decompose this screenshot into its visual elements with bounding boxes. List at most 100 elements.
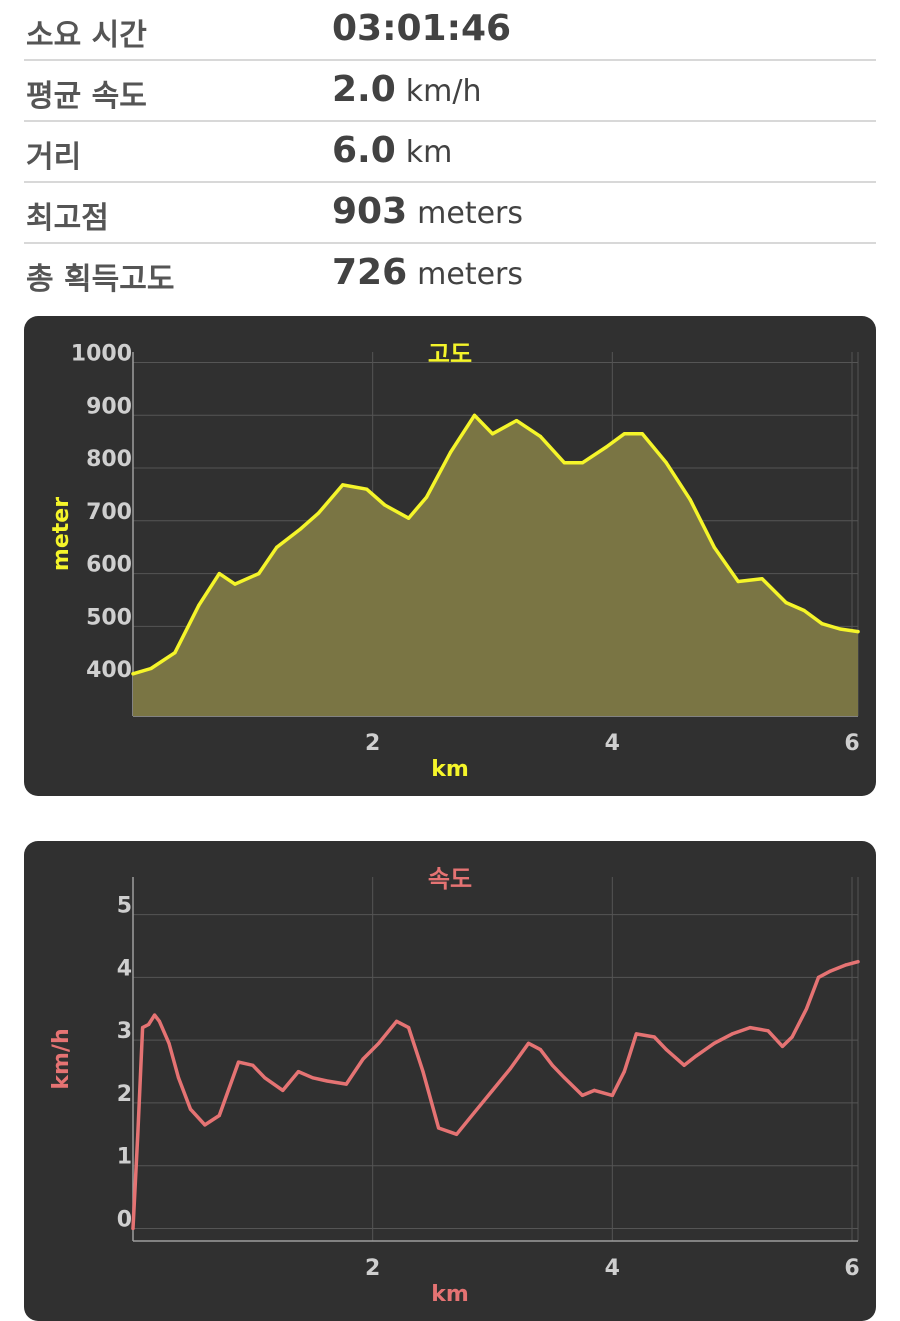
data-point xyxy=(341,483,345,487)
data-point xyxy=(562,461,567,465)
stat-label: 거리 xyxy=(26,140,82,175)
stat-value: 903 xyxy=(332,191,408,232)
data-point xyxy=(188,1107,193,1111)
data-point xyxy=(562,1076,567,1080)
data-point xyxy=(449,450,453,454)
y-tick-label: 5 xyxy=(117,894,132,919)
stat-label: 최고점 xyxy=(26,201,109,236)
chart-title: 고도 xyxy=(428,340,472,368)
data-point xyxy=(299,527,303,531)
y-axis-title: meter xyxy=(49,497,74,571)
data-point xyxy=(736,579,740,584)
data-point xyxy=(157,1019,161,1023)
data-point xyxy=(437,1126,441,1130)
data-point xyxy=(820,622,824,626)
data-point xyxy=(748,1026,752,1030)
data-point xyxy=(580,1093,585,1097)
data-point xyxy=(652,1035,656,1039)
series-line xyxy=(131,959,860,1231)
data-point xyxy=(766,1029,770,1033)
data-point xyxy=(236,1060,241,1064)
data-point xyxy=(317,511,321,515)
stat-label: 소요 시간 xyxy=(26,18,147,53)
y-tick-label: 900 xyxy=(86,394,132,419)
y-tick-label: 4 xyxy=(117,956,132,981)
stat-unit: km/h xyxy=(405,74,482,109)
data-point xyxy=(802,608,806,613)
data-point xyxy=(421,1070,425,1074)
data-point xyxy=(147,1022,151,1027)
data-point xyxy=(281,1088,285,1092)
stat-value-box: 2.0 km/h xyxy=(332,69,482,110)
data-point xyxy=(712,1041,716,1045)
data-point xyxy=(325,1079,329,1083)
data-point xyxy=(217,572,221,576)
y-tick-label: 2 xyxy=(117,1082,132,1107)
data-point xyxy=(344,1082,348,1086)
speed-chart-panel: 0 1 2 3 4 5 2 4 6 속도 km km/h xyxy=(24,841,876,1321)
data-point xyxy=(275,545,279,549)
data-point xyxy=(730,1032,734,1036)
data-point xyxy=(838,627,842,631)
stat-label: 총 획득고도 xyxy=(26,262,175,297)
data-point xyxy=(149,666,153,671)
data-point xyxy=(634,1032,638,1036)
data-point xyxy=(217,1113,221,1118)
data-point xyxy=(622,1070,626,1074)
stats-table: 소요 시간 03:01:46 평균 속도 2.0 km/h 거리 6.0 km 최고… xyxy=(24,0,876,303)
y-tick-label: 600 xyxy=(86,553,132,578)
data-point xyxy=(153,1013,157,1017)
data-point xyxy=(131,1226,135,1230)
data-point xyxy=(610,1093,614,1097)
data-point xyxy=(664,461,668,465)
data-point xyxy=(455,1132,459,1136)
stat-row-total-ascent: 총 획득고도 726 meters xyxy=(24,244,876,303)
data-point xyxy=(311,1076,315,1080)
y-tick-label: 3 xyxy=(117,1019,132,1044)
data-point xyxy=(407,1026,411,1030)
data-point xyxy=(592,1088,597,1092)
data-point xyxy=(407,516,411,520)
data-point xyxy=(580,461,585,465)
y-tick-label: 800 xyxy=(86,447,132,472)
x-axis-title: km xyxy=(431,757,469,782)
stat-value: 726 xyxy=(332,252,408,293)
data-point xyxy=(131,672,135,676)
stat-value-box: 903 meters xyxy=(332,191,523,232)
data-point xyxy=(361,1057,365,1061)
data-point xyxy=(425,495,429,499)
stat-value-box: 03:01:46 xyxy=(332,8,511,49)
stat-unit: meters xyxy=(417,196,524,231)
data-point xyxy=(804,1007,809,1011)
data-point xyxy=(167,1041,171,1045)
stat-row-avg-speed: 평균 속도 2.0 km/h xyxy=(24,61,876,122)
y-tick-label: 500 xyxy=(86,605,132,630)
stat-row-duration: 소요 시간 03:01:46 xyxy=(24,0,876,61)
data-point xyxy=(197,603,201,607)
data-point xyxy=(828,969,833,973)
y-axis-title: km/h xyxy=(49,1028,74,1089)
data-point xyxy=(472,413,477,417)
data-point xyxy=(780,1044,785,1048)
stat-value: 2.0 xyxy=(332,69,396,110)
data-point xyxy=(538,434,543,438)
data-point xyxy=(712,545,716,549)
stat-row-distance: 거리 6.0 km xyxy=(24,122,876,183)
stat-value-box: 6.0 km xyxy=(332,130,452,171)
data-point xyxy=(550,1063,555,1067)
data-point xyxy=(490,432,495,436)
data-point xyxy=(377,1041,381,1045)
data-point xyxy=(844,963,848,967)
y-tick-label: 1 xyxy=(117,1145,132,1170)
data-point xyxy=(383,503,387,507)
chart-title: 속도 xyxy=(428,865,472,893)
x-tick-label: 4 xyxy=(605,1256,620,1281)
data-point xyxy=(790,1035,794,1039)
data-point xyxy=(784,601,788,605)
data-point xyxy=(526,1041,531,1045)
y-tick-label: 0 xyxy=(117,1207,132,1232)
data-point xyxy=(173,651,177,655)
data-point xyxy=(490,1088,495,1092)
data-point xyxy=(688,498,692,502)
data-point xyxy=(604,445,608,449)
